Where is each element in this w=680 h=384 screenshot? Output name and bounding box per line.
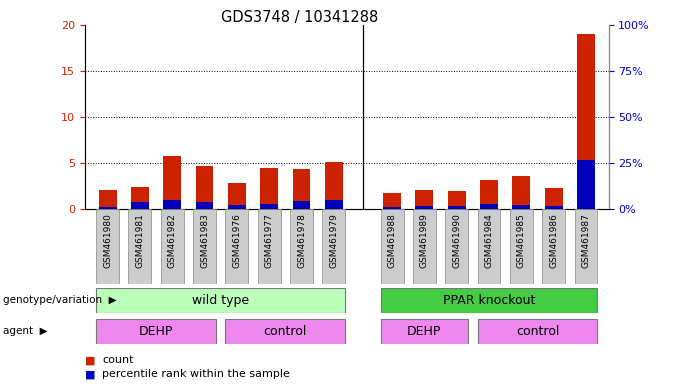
Text: GSM461976: GSM461976	[233, 213, 241, 268]
Bar	[480, 180, 498, 209]
Text: GSM461982: GSM461982	[168, 213, 177, 268]
Text: percentile rank within the sample: percentile rank within the sample	[102, 369, 290, 379]
Bar	[131, 202, 149, 209]
Bar	[196, 166, 214, 209]
Text: GSM461990: GSM461990	[452, 213, 461, 268]
Text: ■: ■	[85, 355, 95, 365]
Text: DEHP: DEHP	[139, 325, 173, 338]
Bar	[545, 188, 562, 209]
Bar	[480, 204, 498, 209]
Bar	[381, 319, 468, 344]
Text: GSM461980: GSM461980	[103, 213, 112, 268]
Text: GSM461983: GSM461983	[200, 213, 209, 268]
Bar	[163, 200, 181, 209]
Text: GSM461986: GSM461986	[549, 213, 558, 268]
Bar	[99, 207, 116, 209]
Bar	[292, 169, 311, 209]
Bar	[228, 182, 245, 209]
Text: genotype/variation  ▶: genotype/variation ▶	[3, 295, 117, 306]
Bar	[542, 209, 565, 284]
Text: GSM461979: GSM461979	[329, 213, 339, 268]
Bar	[325, 200, 343, 209]
Bar	[193, 209, 216, 284]
Bar	[415, 205, 433, 209]
Bar	[96, 209, 119, 284]
Bar	[381, 288, 598, 313]
Text: agent  ▶: agent ▶	[3, 326, 48, 336]
Bar	[160, 209, 184, 284]
Bar	[228, 205, 245, 209]
Text: wild type: wild type	[192, 294, 250, 307]
Bar	[510, 209, 533, 284]
Bar	[575, 209, 598, 284]
Bar	[290, 209, 313, 284]
Bar	[577, 34, 595, 209]
Bar	[226, 319, 345, 344]
Bar	[381, 209, 403, 284]
Text: count: count	[102, 355, 133, 365]
Text: GSM461984: GSM461984	[485, 213, 494, 268]
Bar	[325, 162, 343, 209]
Bar	[226, 209, 248, 284]
Text: DEHP: DEHP	[407, 325, 441, 338]
Bar	[96, 319, 216, 344]
Bar	[445, 209, 468, 284]
Bar	[577, 161, 595, 209]
Bar	[129, 209, 152, 284]
Bar	[322, 209, 345, 284]
Bar	[196, 202, 214, 209]
Bar	[448, 191, 466, 209]
Text: GSM461978: GSM461978	[297, 213, 306, 268]
Bar	[513, 176, 530, 209]
Bar	[545, 205, 562, 209]
Bar	[260, 168, 278, 209]
Bar	[131, 187, 149, 209]
Bar	[292, 201, 311, 209]
Bar	[383, 193, 401, 209]
Bar	[477, 319, 598, 344]
Text: control: control	[516, 325, 559, 338]
Text: ■: ■	[85, 369, 95, 379]
Text: GSM461988: GSM461988	[388, 213, 396, 268]
Text: PPAR knockout: PPAR knockout	[443, 294, 535, 307]
Text: GSM461981: GSM461981	[135, 213, 144, 268]
Bar	[383, 207, 401, 209]
Text: control: control	[264, 325, 307, 338]
Bar	[415, 190, 433, 209]
Bar	[258, 209, 281, 284]
Text: GSM461989: GSM461989	[420, 213, 429, 268]
Bar	[448, 205, 466, 209]
Text: GSM461977: GSM461977	[265, 213, 274, 268]
Text: GDS3748 / 10341288: GDS3748 / 10341288	[220, 10, 378, 25]
Bar	[413, 209, 436, 284]
Bar	[477, 209, 500, 284]
Text: GSM461987: GSM461987	[581, 213, 590, 268]
Bar	[99, 190, 116, 209]
Bar	[513, 205, 530, 209]
Text: GSM461985: GSM461985	[517, 213, 526, 268]
Bar	[163, 156, 181, 209]
Bar	[260, 204, 278, 209]
Bar	[96, 288, 345, 313]
